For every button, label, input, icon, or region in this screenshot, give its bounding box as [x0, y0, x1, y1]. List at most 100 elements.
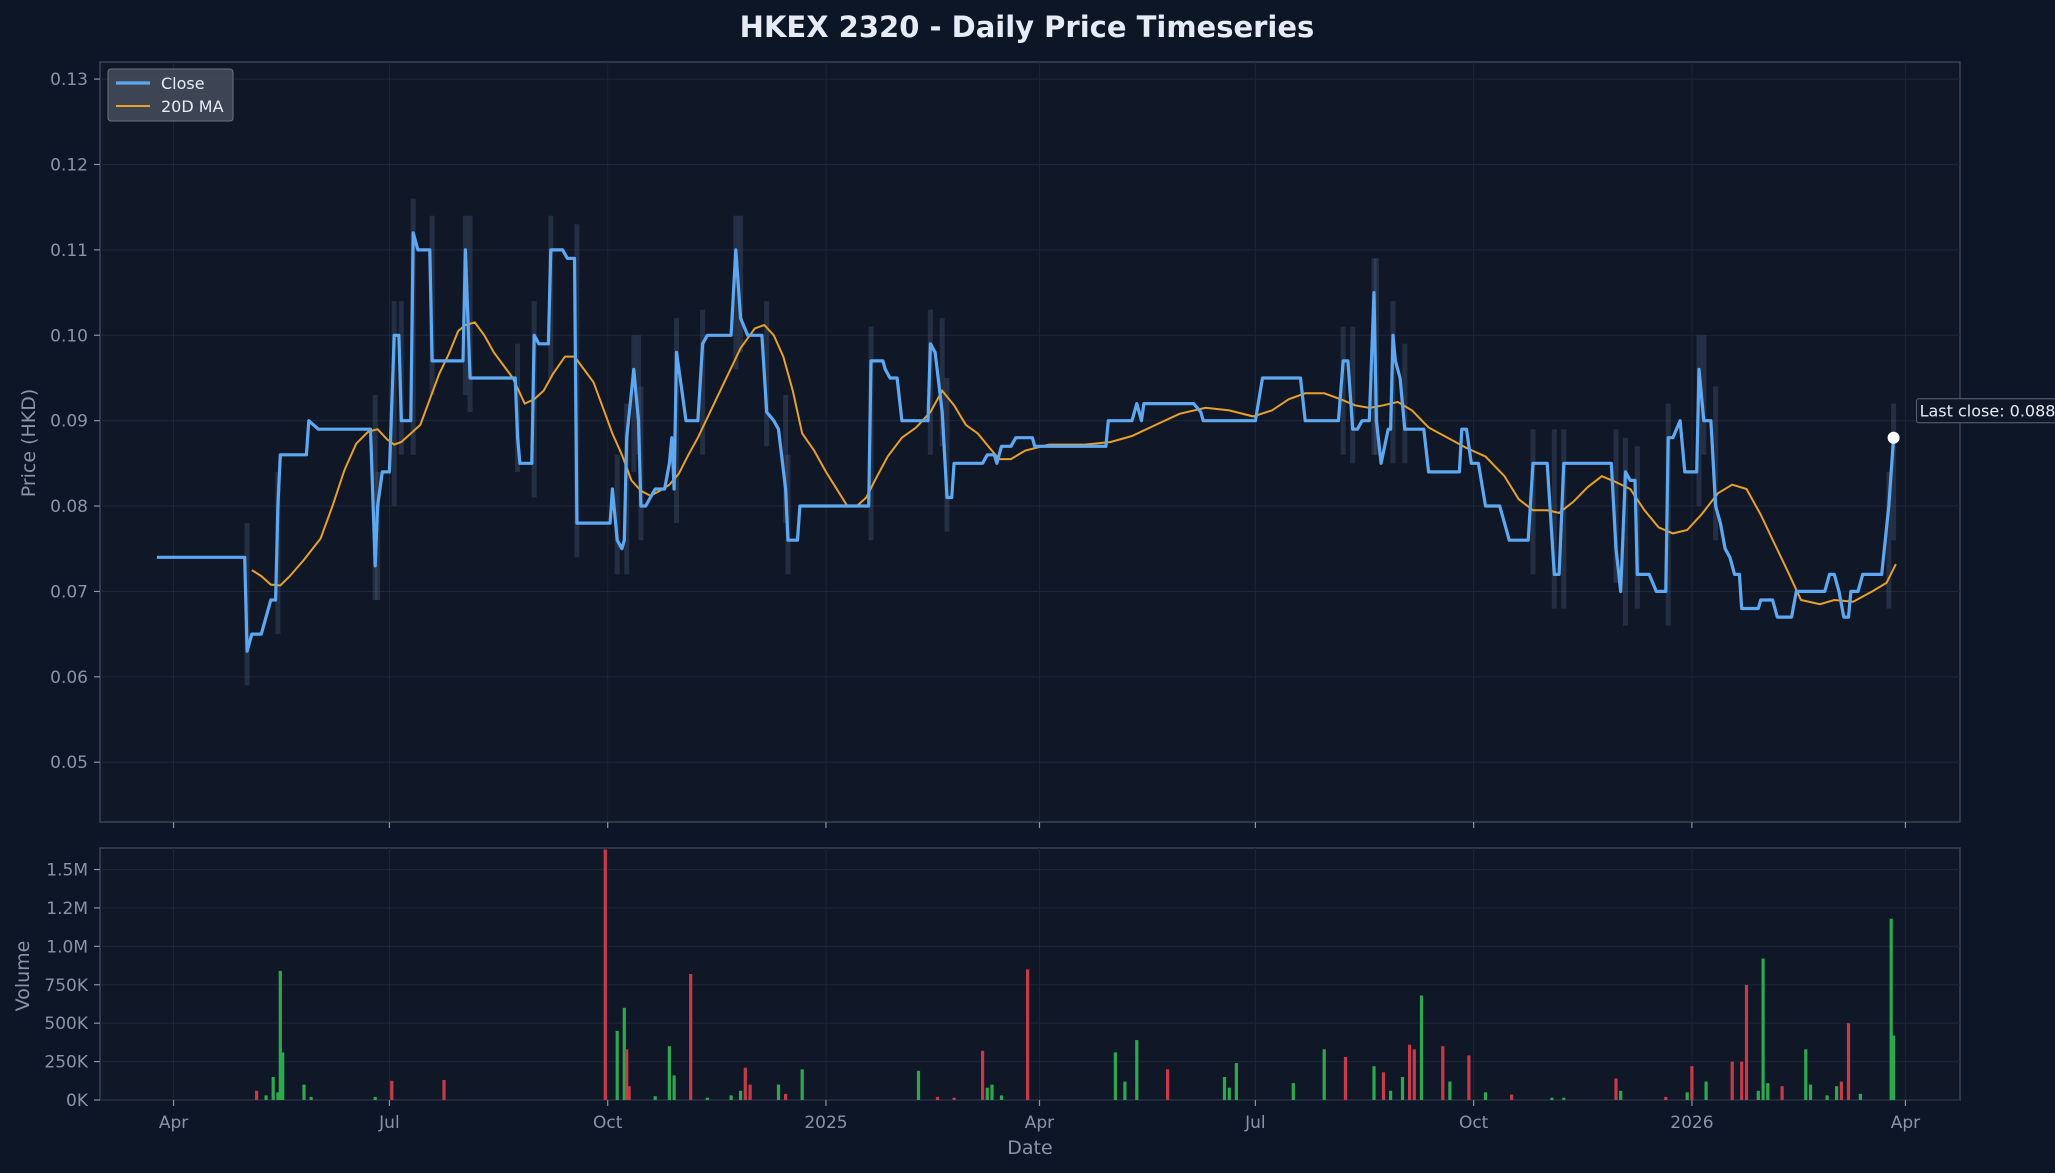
volume-bar	[1740, 1061, 1744, 1100]
volume-panel: 0K 250K 500K 750K 1.0M 1.2M 1.5M Volume	[12, 847, 1961, 1111]
volume-bar	[1619, 1090, 1623, 1100]
volume-bar	[625, 1049, 629, 1100]
volume-bar	[1730, 1061, 1734, 1100]
volume-bar	[1756, 1090, 1760, 1100]
volume-bar	[1664, 1096, 1668, 1100]
volume-bar	[1690, 1066, 1694, 1100]
volume-bar	[1685, 1092, 1689, 1100]
volume-bar	[1448, 1081, 1452, 1100]
volume-bar	[1704, 1081, 1708, 1100]
chart-title: HKEX 2320 - Daily Price Timeseries	[740, 10, 1315, 44]
volume-y-tick-label: 1.2M	[46, 899, 88, 919]
volume-bar	[653, 1096, 657, 1100]
volume-y-axis-label: Volume	[12, 941, 34, 1012]
volume-bar	[442, 1080, 446, 1100]
volume-bar	[264, 1095, 268, 1100]
legend: Close 20D MA	[107, 68, 234, 122]
volume-bar	[390, 1080, 394, 1100]
volume-bar	[1846, 1023, 1851, 1100]
volume-bar	[1166, 1069, 1170, 1100]
volume-bar	[1026, 969, 1030, 1100]
volume-bar	[627, 1086, 631, 1100]
price-y-tick-label: 0.07	[50, 582, 88, 602]
volume-bar	[603, 849, 607, 1100]
annotation-frame	[1916, 398, 2055, 424]
price-y-tick-label: 0.06	[50, 668, 88, 688]
volume-bar	[1562, 1097, 1566, 1100]
volume-bar	[1343, 1057, 1348, 1100]
volume-bar	[1761, 958, 1765, 1100]
volume-bar	[281, 1052, 285, 1100]
volume-y-tick-label: 250K	[44, 1053, 88, 1073]
last-close-marker	[1887, 431, 1900, 444]
volume-bars	[255, 849, 1896, 1100]
price-y-axis-label: Price (HKD)	[18, 389, 40, 498]
volume-bar	[1408, 1044, 1412, 1100]
price-gridlines	[100, 62, 1960, 822]
volume-bar	[1744, 984, 1749, 1100]
volume-bar	[271, 1077, 275, 1100]
x-tick-label: Apr	[159, 1113, 188, 1133]
volume-bar	[1419, 995, 1424, 1100]
volume-bar	[1135, 1040, 1139, 1100]
volume-gridlines	[100, 848, 1960, 1101]
price-y-tick-label: 0.08	[50, 497, 88, 517]
volume-bar	[1839, 1081, 1843, 1100]
volume-y-tick-label: 0K	[66, 1091, 89, 1111]
volume-bar	[743, 1067, 747, 1100]
volume-bar	[1227, 1087, 1231, 1100]
volume-bar	[784, 1093, 788, 1100]
volume-bar	[1372, 1066, 1376, 1100]
volume-bar	[309, 1096, 313, 1100]
price-y-ticks: 0.05 0.06 0.07 0.08 0.09 0.10 0.11 0.12 0.13	[50, 70, 100, 773]
x-tick-label: Oct	[1459, 1113, 1489, 1133]
last-close-annotation: Last close: 0.088	[1916, 398, 2055, 424]
volume-y-tick-label: 750K	[44, 976, 88, 996]
volume-bar	[1412, 1049, 1416, 1100]
volume-bar	[276, 1092, 280, 1100]
price-y-tick-label: 0.13	[50, 70, 88, 90]
volume-bar	[729, 1095, 733, 1100]
volume-bar	[667, 1046, 671, 1100]
volume-bar	[1804, 1049, 1808, 1100]
volume-bar	[1825, 1095, 1829, 1100]
volume-bar	[1467, 1055, 1471, 1100]
volume-bar	[1291, 1083, 1295, 1100]
volume-bar	[689, 974, 693, 1100]
volume-bar	[1322, 1049, 1326, 1100]
price-y-tick-label: 0.05	[50, 753, 88, 773]
volume-bar	[739, 1090, 743, 1100]
volume-bar	[1766, 1083, 1770, 1100]
legend-20d-ma-label: 20D MA	[161, 97, 224, 116]
volume-bar	[1835, 1086, 1839, 1100]
x-tick-label: Oct	[593, 1113, 623, 1133]
volume-bar	[1780, 1086, 1784, 1100]
price-y-tick-label: 0.10	[50, 326, 88, 346]
volume-bar	[990, 1084, 994, 1100]
volume-bar	[1234, 1063, 1238, 1100]
volume-bar	[1614, 1078, 1618, 1100]
x-axis-label: Date	[1007, 1137, 1052, 1159]
volume-bar	[999, 1095, 1004, 1100]
volume-bar	[1858, 1093, 1862, 1100]
volume-bar	[1510, 1094, 1514, 1100]
volume-bar	[1123, 1081, 1127, 1100]
volume-bar	[981, 1050, 985, 1100]
series-close-line	[156, 231, 1896, 653]
volume-plot-area	[99, 847, 1961, 1101]
volume-bar	[302, 1084, 306, 1100]
volume-bar	[1892, 1035, 1896, 1100]
x-tick-label: 2026	[1670, 1113, 1713, 1133]
volume-bar	[373, 1096, 377, 1100]
volume-bar	[1222, 1077, 1227, 1100]
volume-bar	[952, 1097, 956, 1100]
volume-bar	[1550, 1097, 1554, 1100]
price-y-tick-label: 0.12	[50, 155, 88, 175]
volume-bar	[622, 1007, 626, 1100]
legend-close-label: Close	[161, 74, 205, 93]
x-tick-label: Jul	[1244, 1113, 1266, 1133]
x-tick-label: Apr	[1891, 1113, 1920, 1133]
volume-y-ticks: 0K 250K 500K 750K 1.0M 1.2M 1.5M	[44, 861, 100, 1111]
volume-bar	[705, 1097, 709, 1100]
volume-bar	[935, 1096, 940, 1100]
